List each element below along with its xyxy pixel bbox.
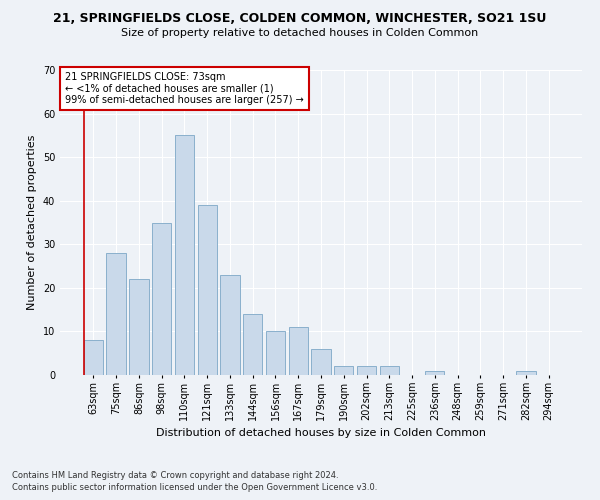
Bar <box>266 332 285 375</box>
Bar <box>289 327 308 375</box>
Bar <box>175 136 194 375</box>
Bar <box>84 340 103 375</box>
Text: 21, SPRINGFIELDS CLOSE, COLDEN COMMON, WINCHESTER, SO21 1SU: 21, SPRINGFIELDS CLOSE, COLDEN COMMON, W… <box>53 12 547 26</box>
Bar <box>220 275 239 375</box>
X-axis label: Distribution of detached houses by size in Colden Common: Distribution of detached houses by size … <box>156 428 486 438</box>
Bar <box>311 349 331 375</box>
Bar <box>129 279 149 375</box>
Bar <box>380 366 399 375</box>
Text: Contains public sector information licensed under the Open Government Licence v3: Contains public sector information licen… <box>12 484 377 492</box>
Bar <box>334 366 353 375</box>
Bar <box>152 222 172 375</box>
Bar <box>106 253 126 375</box>
Text: Size of property relative to detached houses in Colden Common: Size of property relative to detached ho… <box>121 28 479 38</box>
Bar <box>357 366 376 375</box>
Bar <box>197 205 217 375</box>
Bar <box>243 314 262 375</box>
Text: Contains HM Land Registry data © Crown copyright and database right 2024.: Contains HM Land Registry data © Crown c… <box>12 471 338 480</box>
Bar <box>425 370 445 375</box>
Bar <box>516 370 536 375</box>
Text: 21 SPRINGFIELDS CLOSE: 73sqm
← <1% of detached houses are smaller (1)
99% of sem: 21 SPRINGFIELDS CLOSE: 73sqm ← <1% of de… <box>65 72 304 104</box>
Y-axis label: Number of detached properties: Number of detached properties <box>27 135 37 310</box>
